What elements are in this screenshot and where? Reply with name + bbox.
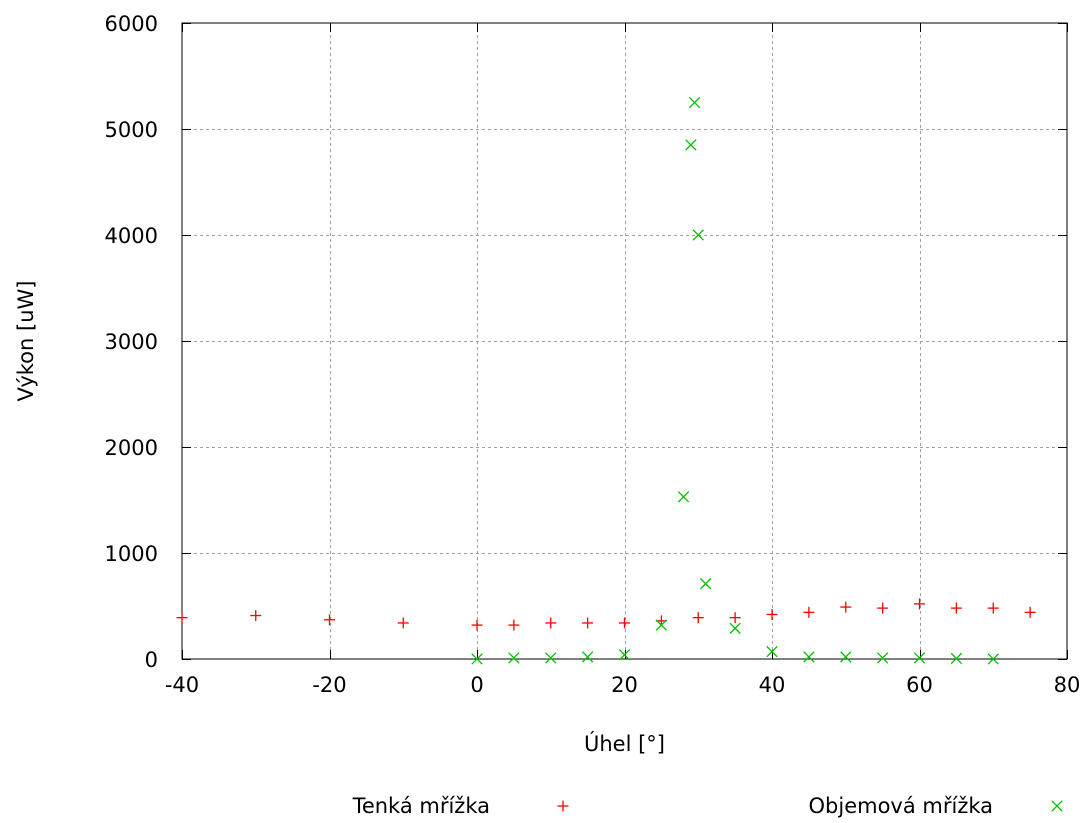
data-point-series-0 (914, 598, 925, 610)
data-point-series-1 (508, 652, 520, 664)
y-tick-label: 1000 (105, 542, 158, 566)
data-point-series-0 (324, 614, 335, 626)
data-point-series-0 (508, 619, 520, 631)
data-point-series-1 (766, 645, 778, 658)
data-point-series-1 (987, 653, 999, 665)
data-point-series-0 (766, 608, 778, 620)
y-tick-label: 6000 (105, 12, 158, 36)
data-point-series-0 (176, 612, 188, 624)
legend-marker-objemova-mrizka (1051, 800, 1063, 812)
data-point-series-1 (803, 651, 815, 663)
legend-label-tenka-mrizka: Tenká mřížka (352, 794, 490, 818)
x-tick-label: -40 (165, 673, 199, 697)
y-axis-label: Výkon [uW] (14, 281, 38, 402)
data-point-series-0 (950, 602, 962, 614)
data-point-series-1 (545, 652, 557, 664)
data-point-series-1 (692, 229, 704, 241)
tick-labels: -40 -20 0 20 40 60 80 0 1000 2000 3000 4000 5000 6000 (105, 12, 1081, 697)
data-point-series-0 (545, 617, 557, 629)
data-point-series-0 (729, 612, 741, 624)
data-point-series-1 (699, 578, 712, 590)
data-point-series-1 (581, 651, 594, 663)
data-point-series-0 (692, 612, 704, 624)
data-point-series-1 (950, 652, 963, 665)
data-point-series-1 (618, 649, 631, 661)
data-point-series-0 (1024, 606, 1036, 618)
data-point-series-1 (876, 652, 889, 664)
data-point-series-1 (729, 622, 741, 634)
data-point-series-0 (987, 602, 999, 614)
legend-marker-symbol-1 (1051, 800, 1063, 812)
y-tick-label: 3000 (105, 330, 158, 354)
data-point-series-1 (471, 653, 483, 665)
data-point-series-1 (913, 652, 926, 664)
data-point-series-0 (397, 617, 409, 629)
legend-marker-symbol-0 (557, 800, 569, 812)
data-point-series-0 (471, 619, 483, 631)
x-tick-label: -20 (312, 673, 346, 697)
x-tick-label: 20 (611, 673, 638, 697)
data-point-series-0 (840, 601, 852, 613)
legend-marker-tenka-mrizka (557, 800, 569, 812)
y-tick-label: 5000 (105, 118, 158, 142)
x-tick-label: 0 (470, 673, 483, 697)
data-point-series-0 (877, 602, 889, 614)
data-point-series-1 (677, 491, 690, 503)
data-point-series-0 (250, 610, 262, 622)
y-tick-label: 2000 (105, 436, 158, 460)
y-tick-label: 0 (145, 648, 158, 672)
data-point-series-0 (619, 617, 630, 629)
grid-lines (182, 23, 1067, 659)
legend-label-objemova-mrizka: Objemová mřížka (809, 794, 994, 818)
data-point-series-0 (582, 617, 594, 629)
data-points (176, 96, 1036, 665)
x-tick-label: 80 (1054, 673, 1081, 697)
legend: Tenká mřížka Objemová mřížka (352, 794, 1063, 818)
data-point-series-1 (685, 139, 697, 151)
y-tick-label: 4000 (105, 224, 158, 248)
x-tick-label: 60 (906, 673, 933, 697)
x-tick-label: 40 (759, 673, 786, 697)
data-point-series-1 (688, 96, 701, 109)
x-axis-label: Úhel [°] (584, 731, 665, 756)
data-point-series-1 (655, 619, 668, 631)
data-point-series-1 (840, 651, 852, 663)
data-point-series-0 (803, 606, 815, 618)
